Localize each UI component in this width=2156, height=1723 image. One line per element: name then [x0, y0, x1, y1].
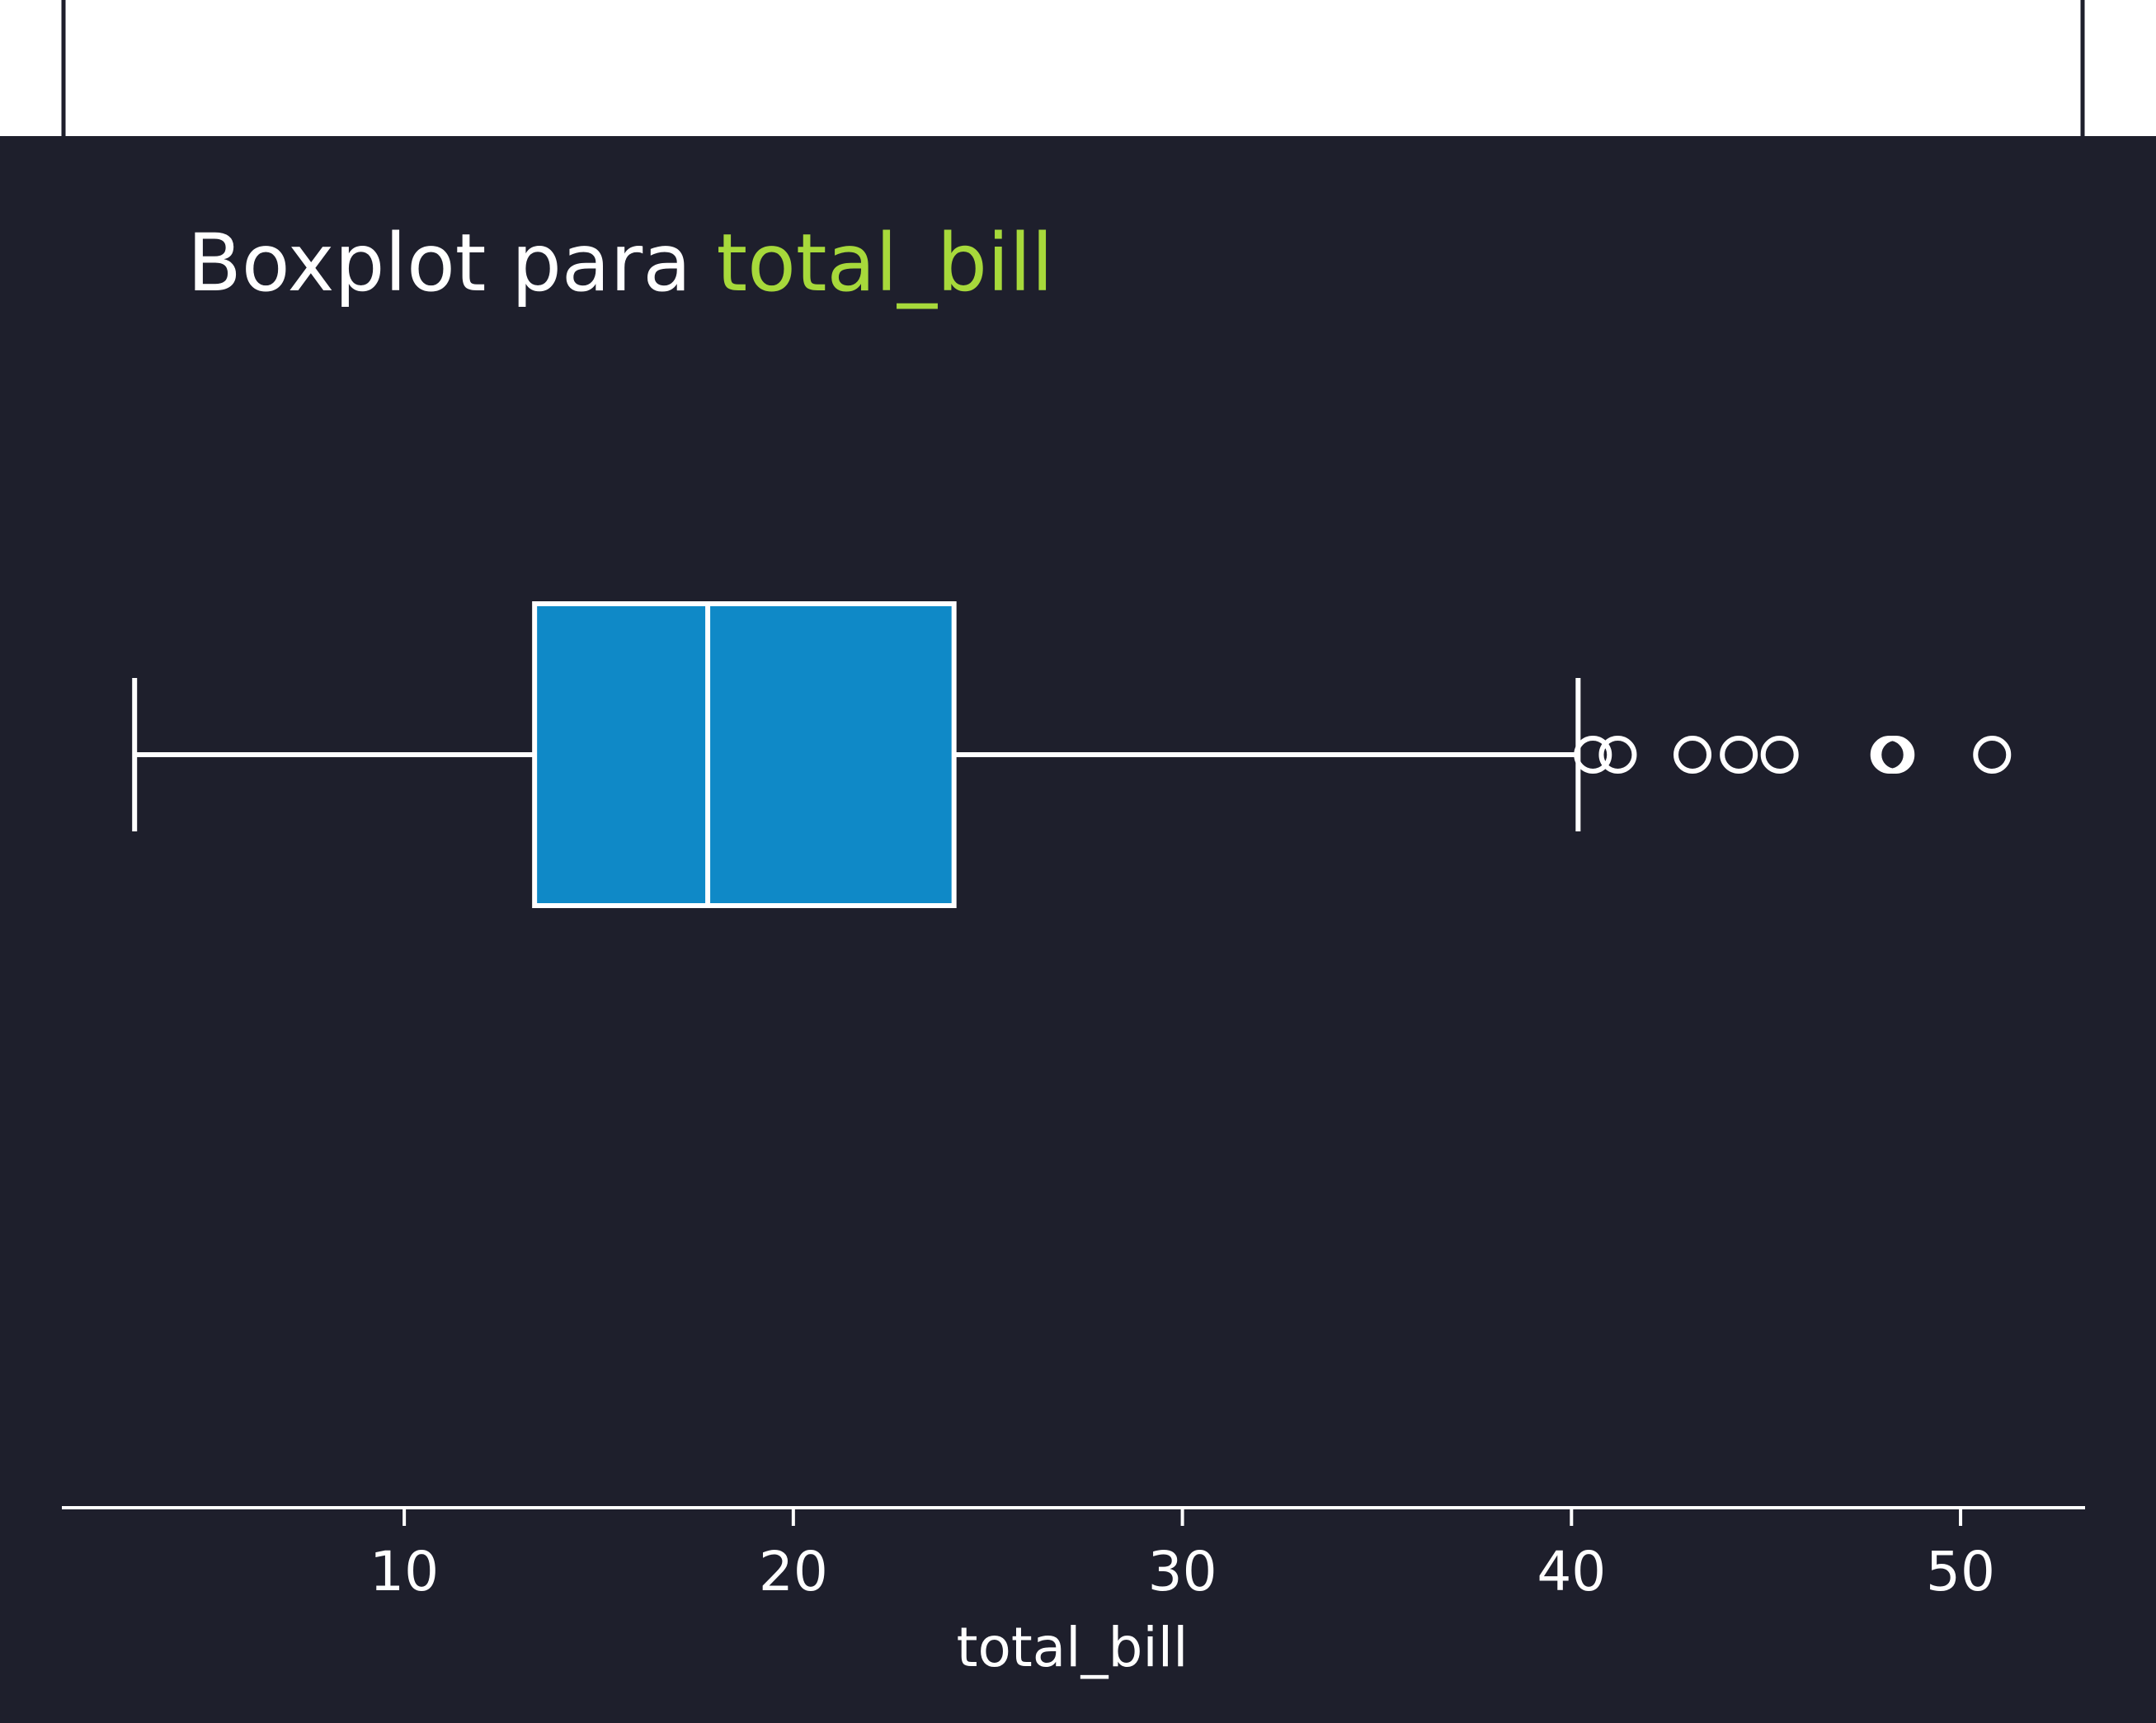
x-tick-label: 20 [759, 1540, 828, 1603]
x-axis-label: total_bill [957, 1616, 1189, 1679]
x-tick-label: 10 [370, 1540, 439, 1603]
chart-title-prefix: Boxplot para [187, 217, 717, 309]
chart-title-variable: total_bill [717, 217, 1053, 309]
plot-area [132, 601, 2012, 908]
box-iqr [532, 601, 957, 908]
top-white-band [0, 0, 2156, 136]
x-tick-label: 30 [1148, 1540, 1217, 1603]
outlier-point [1973, 736, 2012, 774]
outlier-point [1760, 736, 1799, 774]
x-axis-ticks: 10 20 30 40 50 [370, 1508, 1995, 1603]
x-tick-label: 50 [1926, 1540, 1995, 1603]
outlier-point [1574, 736, 1612, 774]
outlier-point [1720, 736, 1758, 774]
outlier-point [1673, 736, 1712, 774]
outlier-point [1598, 736, 1637, 774]
outlier-point [1876, 736, 1915, 774]
chart-title: Boxplot para total_bill [187, 217, 1053, 309]
x-tick-label: 40 [1537, 1540, 1606, 1603]
